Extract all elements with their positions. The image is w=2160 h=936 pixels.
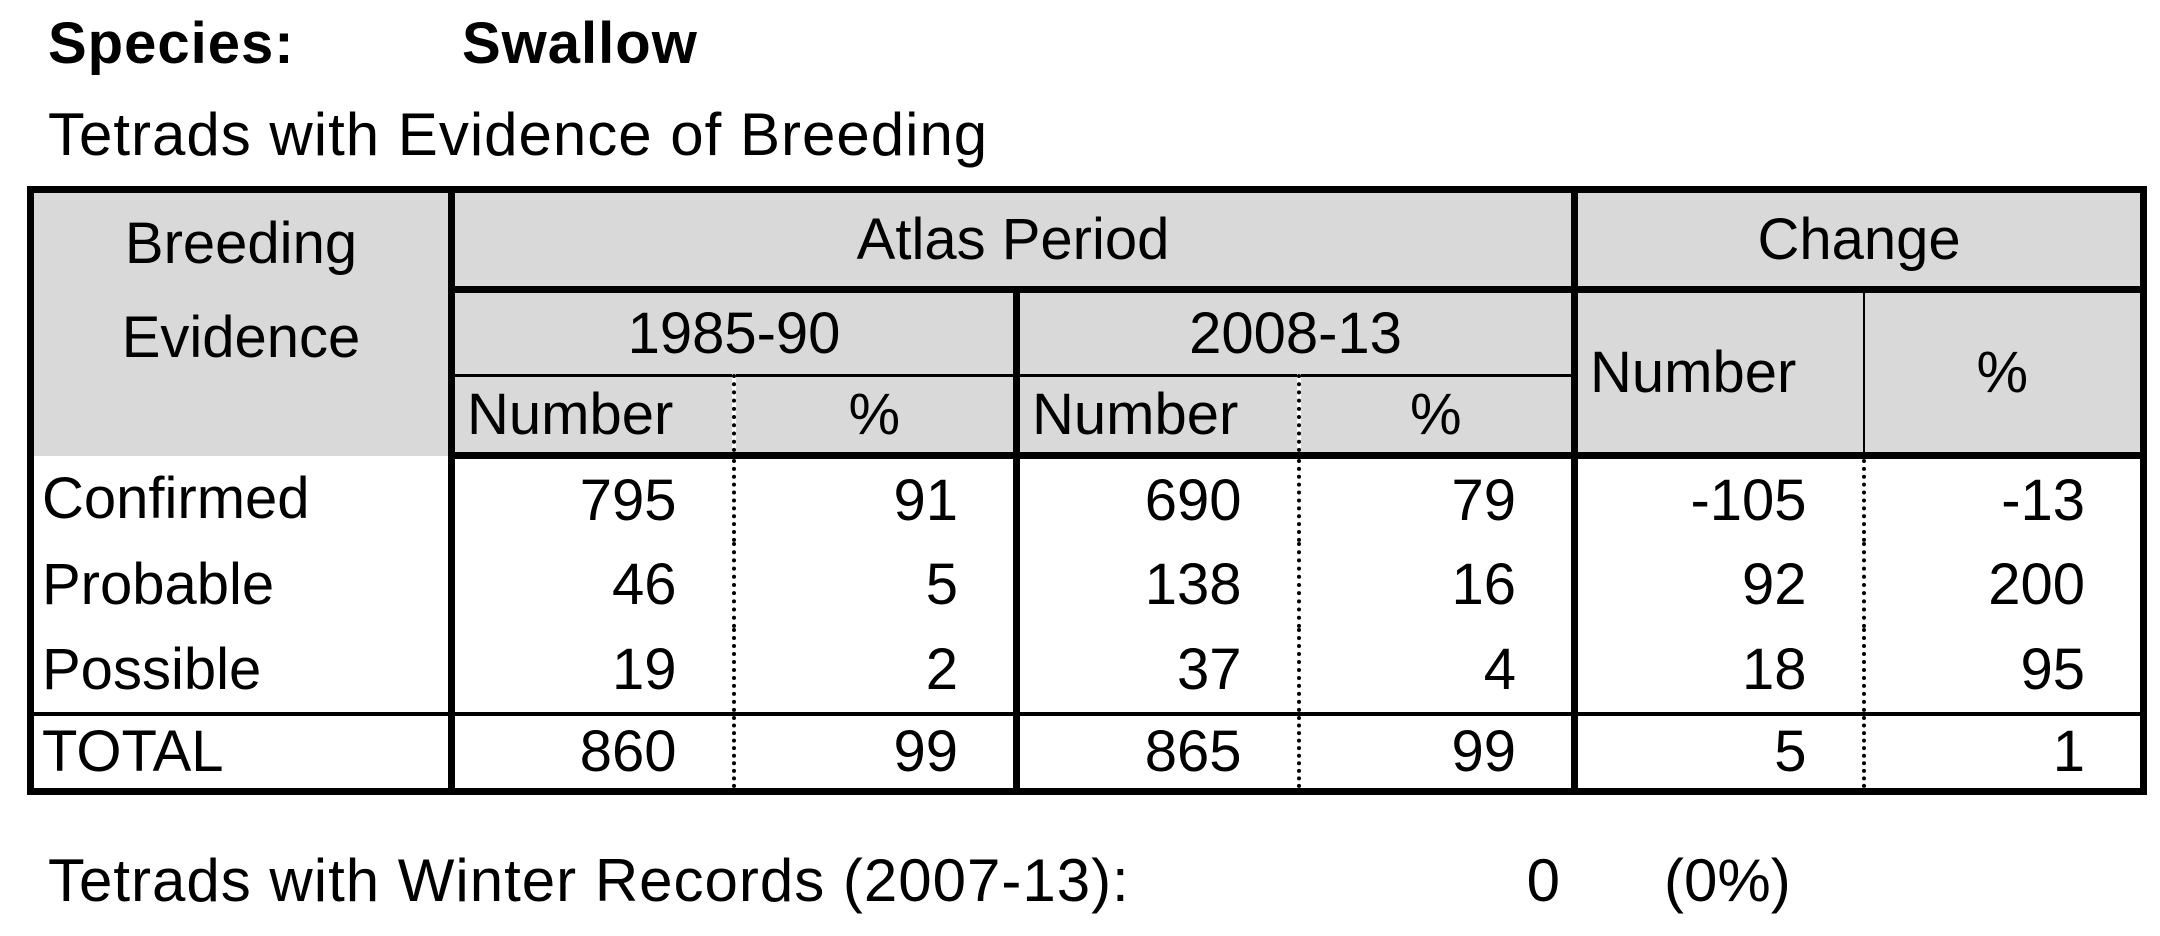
header-breeding-line1: Breeding xyxy=(124,210,358,276)
possible-p1-percent: 2 xyxy=(731,627,1017,716)
header-p2-number: Number xyxy=(1013,375,1299,459)
probable-p2-number: 138 xyxy=(1013,541,1299,628)
species-caption: Species: Swallow xyxy=(48,10,697,77)
probable-p1-percent: 5 xyxy=(731,541,1017,628)
row-label-confirmed: Confirmed xyxy=(42,466,310,531)
species-value: Swallow xyxy=(462,11,698,76)
header-p1-percent: % xyxy=(731,375,1017,459)
winter-records-line: Tetrads with Winter Records (2007-13): 0… xyxy=(0,846,2160,918)
header-p1-number: Number xyxy=(448,375,734,459)
breeding-subtitle: Tetrads with Evidence of Breeding xyxy=(48,101,989,168)
total-change-number: 5 xyxy=(1571,713,1864,792)
confirmed-p2-number: 690 xyxy=(1013,455,1299,542)
winter-records-count: 0 xyxy=(1526,847,1560,914)
probable-p2-percent: 16 xyxy=(1296,541,1575,628)
confirmed-change-percent: -13 xyxy=(1861,455,2144,542)
possible-change-percent: 95 xyxy=(1861,627,2144,716)
total-p1-number: 860 xyxy=(448,713,734,792)
header-p2-percent: % xyxy=(1296,375,1575,459)
table-row-probable: Probable 46 5 138 16 92 200 xyxy=(31,541,2144,628)
header-change: Change xyxy=(1571,189,2144,293)
header-breeding-line2: Evidence xyxy=(121,304,361,370)
table-row-total: TOTAL 860 99 865 99 5 1 xyxy=(31,713,2144,792)
header-breeding-evidence: Breeding Evidence xyxy=(30,189,452,456)
winter-records-percent: (0%) xyxy=(1664,847,1791,914)
header-change-number: Number xyxy=(1571,289,1864,459)
total-p2-percent: 99 xyxy=(1296,713,1575,792)
header-period-2008-13: 2008-13 xyxy=(1012,289,1575,377)
possible-p2-number: 37 xyxy=(1013,627,1299,716)
confirmed-p1-percent: 91 xyxy=(731,455,1017,542)
possible-p2-percent: 4 xyxy=(1296,627,1575,716)
breeding-table-container: Breeding Evidence Atlas Period Change 19… xyxy=(27,186,2148,795)
possible-change-number: 18 xyxy=(1571,627,1864,716)
species-label: Species: xyxy=(48,11,295,76)
breeding-evidence-table: Breeding Evidence Atlas Period Change 19… xyxy=(27,186,2148,795)
row-label-possible: Possible xyxy=(30,627,452,716)
row-label-probable: Probable xyxy=(42,552,275,617)
confirmed-p1-number: 795 xyxy=(448,455,734,542)
confirmed-p2-percent: 79 xyxy=(1296,455,1575,542)
table-row-possible: Possible 19 2 37 4 18 95 xyxy=(30,627,2144,716)
probable-p1-number: 46 xyxy=(448,541,734,628)
breeding-evidence-lines: Breeding Evidence xyxy=(34,193,448,381)
probable-change-number: 92 xyxy=(1571,541,1864,628)
probable-change-percent: 200 xyxy=(1861,541,2144,628)
confirmed-change-number: -105 xyxy=(1571,455,1864,542)
header-change-percent: % xyxy=(1862,289,2144,459)
header-atlas-period: Atlas Period xyxy=(447,189,1575,293)
row-label-total: TOTAL xyxy=(42,719,224,785)
total-p1-percent: 99 xyxy=(731,713,1017,792)
winter-records-label: Tetrads with Winter Records (2007-13): xyxy=(48,847,1130,914)
total-p2-number: 865 xyxy=(1013,713,1299,792)
possible-p1-number: 19 xyxy=(448,627,734,716)
table-row-confirmed: Confirmed 795 91 690 79 -105 -13 xyxy=(31,455,2144,542)
header-period-1985-90: 1985-90 xyxy=(448,289,1017,377)
total-change-percent: 1 xyxy=(1861,713,2144,792)
